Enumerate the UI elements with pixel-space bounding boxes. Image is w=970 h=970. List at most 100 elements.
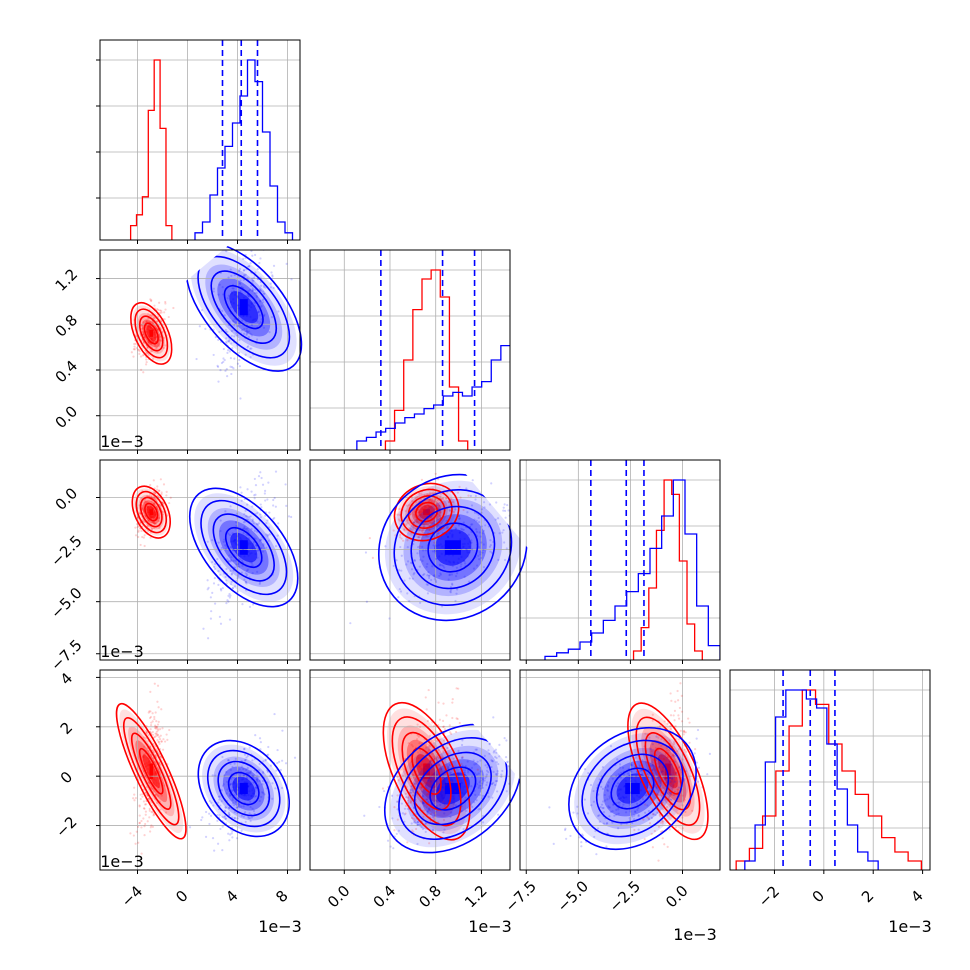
scatter-point-blue — [256, 780, 259, 783]
scatter-point-blue — [465, 547, 468, 551]
scatter-point-red — [146, 494, 149, 497]
scatter-point-blue — [507, 509, 510, 512]
scatter-point-blue — [236, 334, 239, 337]
scatter-point-blue — [221, 309, 224, 312]
scatter-point-blue — [254, 484, 258, 487]
scatter-point-red — [143, 825, 146, 828]
scatter-point-blue — [656, 811, 659, 814]
scatter-point-blue — [208, 822, 211, 826]
scatter-point-red — [155, 784, 158, 787]
scatter-point-blue — [246, 503, 249, 506]
scatter-point-blue — [293, 756, 297, 759]
scatter-point-blue — [262, 760, 265, 763]
scatter-point-red — [651, 719, 654, 722]
scatter-point-red — [680, 720, 684, 723]
scatter-point-blue — [670, 763, 673, 766]
scatter-point-blue — [438, 574, 441, 578]
scatter-point-red — [680, 694, 683, 697]
scatter-point-red — [165, 490, 168, 493]
scatter-point-red — [157, 786, 160, 789]
scatter-point-blue — [229, 594, 232, 597]
scatter-point-red — [669, 714, 673, 717]
scatter-point-red — [676, 699, 680, 702]
scatter-point-red — [666, 845, 669, 848]
scatter-point-blue — [256, 511, 259, 515]
scatter-point-blue — [462, 521, 465, 524]
scatter-point-red — [432, 505, 435, 509]
scatter-point-red — [432, 724, 436, 728]
scatter-point-blue — [386, 839, 390, 842]
scatter-point-blue — [498, 523, 502, 526]
scatter-point-red — [666, 806, 669, 809]
scatter-point-red — [149, 343, 152, 346]
scatter-point-red — [157, 343, 160, 346]
scatter-point-blue — [243, 310, 246, 313]
scatter-point-blue — [264, 489, 267, 492]
x-tick-label: −2 — [755, 882, 783, 910]
scatter-point-blue — [441, 545, 444, 548]
scatter-point-blue — [417, 536, 421, 539]
scatter-point-red — [129, 832, 132, 835]
scatter-point-blue — [477, 786, 480, 789]
scatter-point-blue — [608, 797, 612, 800]
scatter-point-red — [664, 771, 667, 774]
scatter-point-red — [149, 298, 152, 301]
scatter-point-red — [411, 500, 414, 503]
scatter-point-blue — [638, 795, 641, 799]
scatter-point-blue — [236, 554, 239, 557]
scatter-point-blue — [695, 737, 698, 740]
scatter-point-blue — [652, 813, 655, 816]
x-tick-label: 4 — [907, 887, 926, 906]
scatter-point-blue — [456, 572, 459, 575]
scatter-point-blue — [250, 277, 254, 280]
scatter-point-blue — [630, 798, 633, 801]
scatter-point-blue — [219, 519, 222, 522]
scatter-point-blue — [427, 571, 430, 574]
scatter-point-blue — [442, 779, 445, 782]
scatter-point-blue — [242, 314, 245, 317]
scatter-point-blue — [489, 539, 492, 542]
scatter-point-blue — [440, 767, 443, 771]
scatter-point-blue — [242, 296, 246, 299]
scatter-point-blue — [228, 618, 232, 621]
scatter-point-blue — [227, 812, 231, 815]
scatter-point-blue — [254, 786, 257, 789]
panel-frame — [729, 669, 931, 871]
scatter-point-blue — [248, 605, 252, 608]
scatter-point-red — [459, 496, 462, 499]
scatter-point-red — [694, 748, 697, 751]
scatter-point-red — [462, 508, 465, 512]
scatter-point-blue — [431, 815, 435, 818]
scatter-point-red — [142, 371, 145, 374]
scatter-point-blue — [245, 537, 248, 540]
scatter-point-blue — [471, 523, 474, 526]
scatter-point-blue — [230, 334, 233, 337]
scatter-point-red — [437, 504, 440, 507]
scatter-point-blue — [466, 555, 469, 558]
scatter-point-red — [154, 344, 157, 348]
scatter-point-red — [421, 508, 424, 511]
scatter-point-blue — [431, 550, 435, 553]
scatter-point-red — [673, 741, 676, 744]
scatter-point-red — [149, 326, 152, 330]
scatter-point-blue — [629, 800, 632, 803]
scatter-point-blue — [419, 601, 422, 604]
scatter-point-blue — [229, 365, 232, 368]
scatter-point-blue — [481, 821, 485, 824]
scatter-point-blue — [438, 555, 441, 558]
scatter-point-red — [147, 317, 150, 320]
scatter-point-blue — [477, 554, 480, 557]
scatter-point-blue — [244, 820, 247, 824]
scatter-point-blue — [268, 511, 271, 514]
scatter-point-blue — [613, 814, 616, 817]
scatter-point-red — [457, 687, 460, 690]
scatter-point-red — [454, 790, 457, 793]
scatter-point-blue — [249, 262, 252, 265]
scatter-point-red — [150, 330, 153, 334]
scatter-point-blue — [231, 532, 234, 535]
scatter-point-blue — [460, 563, 463, 566]
scatter-point-blue — [231, 798, 234, 802]
scatter-point-red — [398, 513, 401, 516]
scatter-point-blue — [630, 776, 633, 779]
scatter-point-red — [420, 478, 424, 481]
